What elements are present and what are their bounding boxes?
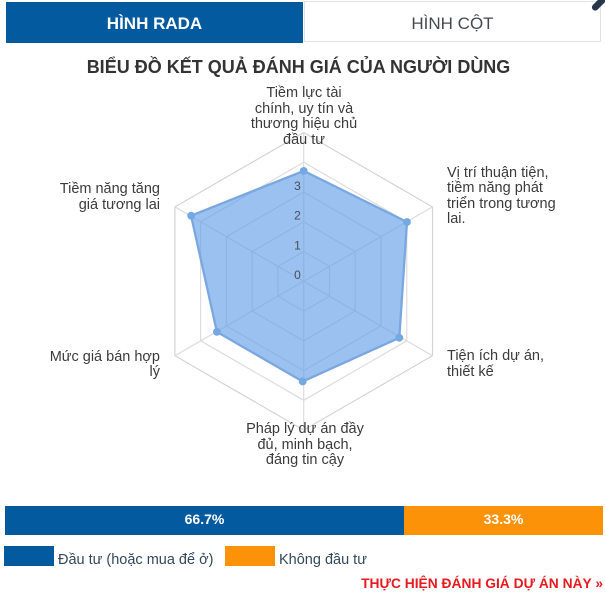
svg-text:0: 0: [294, 268, 301, 282]
svg-text:1: 1: [294, 238, 301, 252]
svg-text:2: 2: [294, 209, 301, 223]
svg-text:3: 3: [294, 179, 301, 193]
